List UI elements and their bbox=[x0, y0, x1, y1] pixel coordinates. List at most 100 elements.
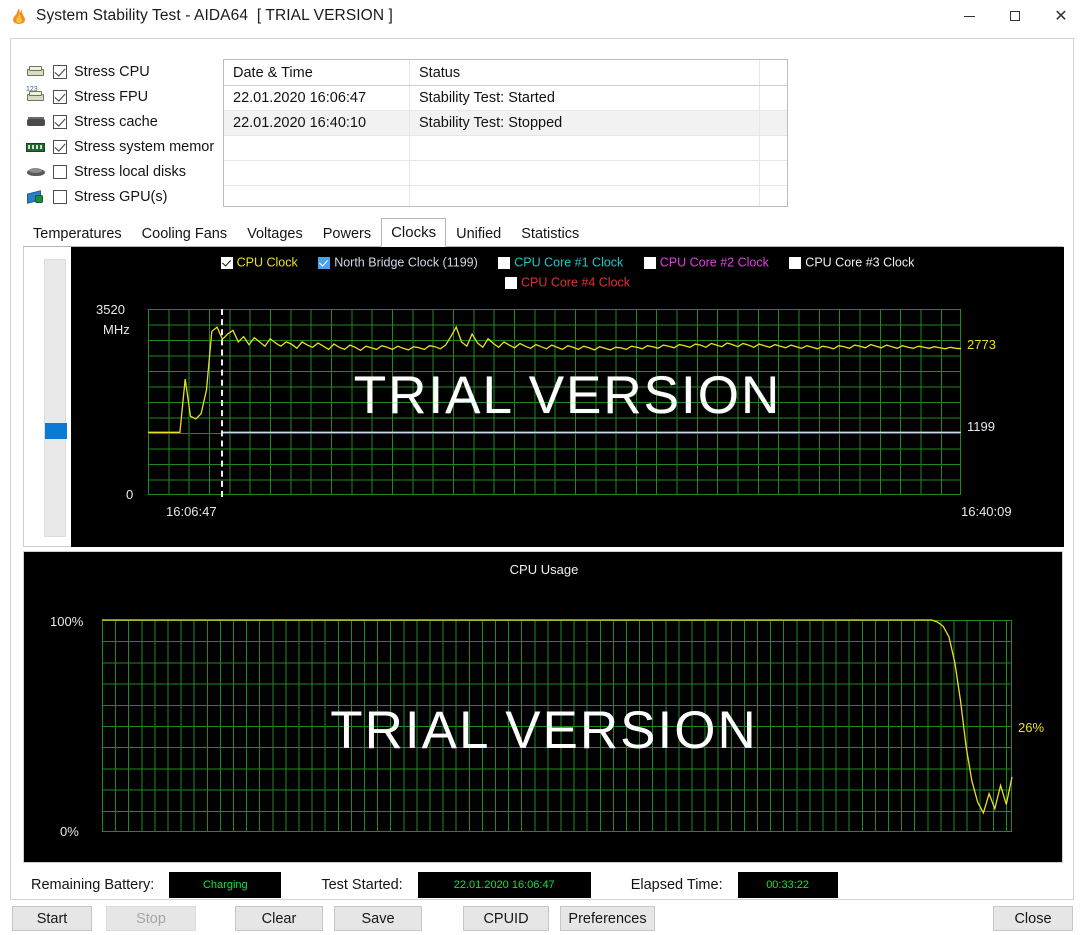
legend-item-north-bridge-clock[interactable]: North Bridge Clock (1199) bbox=[318, 253, 478, 272]
table-row[interactable]: 22.01.2020 16:06:47 Stability Test: Star… bbox=[224, 86, 787, 111]
clocks-ymin-label: 0 bbox=[126, 487, 134, 502]
tab-temperatures[interactable]: Temperatures bbox=[33, 225, 122, 242]
stress-memory-checkbox[interactable] bbox=[53, 139, 67, 154]
tab-clocks[interactable]: Clocks bbox=[381, 218, 447, 247]
table-row-empty[interactable] bbox=[224, 186, 787, 206]
legend-item-cpu-core-3-clock[interactable]: CPU Core #3 Clock bbox=[789, 253, 914, 272]
clocks-graph-panel: CPU Clock North Bridge Clock (1199) CPU … bbox=[23, 247, 1064, 547]
elapsed-time-label: Elapsed Time: bbox=[630, 877, 723, 893]
legend-label-cpu-core-3-clock: CPU Core #3 Clock bbox=[805, 255, 915, 270]
clocks-grid bbox=[148, 309, 961, 495]
tab-powers[interactable]: Powers bbox=[322, 225, 372, 242]
north-bridge-clock-current-value: 1199 bbox=[967, 419, 995, 434]
hard-disk-icon bbox=[25, 163, 47, 181]
cpu-usage-grid bbox=[102, 620, 1012, 832]
table-row-empty[interactable] bbox=[224, 161, 787, 186]
elapsed-time-value: 00:33:22 bbox=[737, 872, 838, 898]
minimize-icon bbox=[963, 15, 975, 17]
tab-voltages[interactable]: Voltages bbox=[247, 225, 303, 242]
maximize-button[interactable] bbox=[992, 0, 1038, 32]
maximize-icon bbox=[1010, 11, 1020, 21]
client-panel: Stress CPU 123 Stress FPU Stress cache S… bbox=[10, 38, 1074, 900]
legend-label-cpu-core-4-clock: CPU Core #4 Clock bbox=[520, 274, 631, 289]
legend-checkbox-cpu-clock[interactable] bbox=[220, 257, 233, 270]
stress-cpu-checkbox[interactable] bbox=[53, 64, 67, 79]
close-icon: ✕ bbox=[1054, 6, 1068, 25]
cache-chip-icon bbox=[25, 113, 47, 131]
legend-item-cpu-core-1-clock[interactable]: CPU Core #1 Clock bbox=[498, 253, 623, 272]
legend-label-cpu-core-1-clock: CPU Core #1 Clock bbox=[514, 255, 624, 270]
cell-spacer bbox=[760, 111, 787, 135]
tab-unified[interactable]: Unified bbox=[456, 225, 502, 242]
clocks-plot: CPU Clock North Bridge Clock (1199) CPU … bbox=[71, 247, 1064, 547]
graph-vertical-scrollbar[interactable] bbox=[44, 259, 67, 537]
legend-checkbox-cpu-core-2-clock[interactable] bbox=[643, 257, 656, 270]
window-controls: ✕ bbox=[946, 0, 1084, 32]
legend-checkbox-cpu-core-3-clock[interactable] bbox=[789, 257, 802, 270]
status-log-table[interactable]: Date & Time Status 22.01.2020 16:06:47 S… bbox=[223, 59, 788, 207]
stress-gpu-checkbox[interactable] bbox=[53, 189, 67, 204]
clocks-start-marker bbox=[221, 309, 223, 497]
clocks-trace-layer bbox=[148, 325, 962, 434]
fpu-chip-icon: 123 bbox=[25, 86, 47, 106]
stress-cache-checkbox[interactable] bbox=[53, 114, 67, 129]
legend-label-north-bridge-clock: North Bridge Clock (1199) bbox=[334, 255, 478, 270]
status-readouts: Remaining Battery: Charging Test Started… bbox=[11, 869, 1075, 901]
window-title-main: System Stability Test - AIDA64 bbox=[36, 7, 249, 24]
cpu-usage-trace bbox=[102, 619, 1013, 815]
table-row-empty[interactable] bbox=[224, 136, 787, 161]
stress-cpu-label: Stress CPU bbox=[74, 63, 150, 80]
cpu-usage-graph-panel: CPU Usage 100% 0% TRIAL VERSION 26% bbox=[23, 551, 1063, 863]
stress-option-cache[interactable]: Stress cache bbox=[25, 109, 225, 134]
title-bar: System Stability Test - AIDA64 [ TRIAL V… bbox=[0, 0, 1084, 32]
stress-fpu-label: Stress FPU bbox=[74, 88, 149, 105]
stress-option-gpu[interactable]: Stress GPU(s) bbox=[25, 184, 225, 209]
column-header-datetime: Date & Time bbox=[224, 60, 410, 85]
minimize-button[interactable] bbox=[946, 0, 992, 32]
cpu-clock-trace bbox=[148, 325, 962, 433]
legend-checkbox-cpu-core-4-clock[interactable] bbox=[504, 276, 517, 289]
stress-disks-label: Stress local disks bbox=[74, 163, 187, 180]
legend-label-cpu-core-2-clock: CPU Core #2 Clock bbox=[659, 255, 769, 270]
stress-option-disks[interactable]: Stress local disks bbox=[25, 159, 225, 184]
legend-checkbox-north-bridge-clock[interactable] bbox=[318, 257, 331, 270]
window-title-trial: [ TRIAL VERSION ] bbox=[256, 7, 393, 24]
tab-cooling-fans[interactable]: Cooling Fans bbox=[141, 225, 228, 242]
stress-memory-label: Stress system memor bbox=[74, 138, 215, 155]
column-header-status: Status bbox=[410, 60, 760, 85]
cell-datetime: 22.01.2020 16:40:10 bbox=[224, 111, 410, 135]
tab-statistics[interactable]: Statistics bbox=[521, 225, 580, 242]
graph-scrollbar-thumb[interactable] bbox=[45, 423, 67, 439]
close-window-button[interactable]: ✕ bbox=[1038, 0, 1084, 32]
clear-button[interactable]: Clear bbox=[235, 906, 323, 931]
legend-item-cpu-core-4-clock[interactable]: CPU Core #4 Clock bbox=[504, 273, 631, 292]
cpu-chip-icon bbox=[25, 63, 47, 81]
stress-options-list: Stress CPU 123 Stress FPU Stress cache S… bbox=[25, 59, 225, 209]
cell-status: Stability Test: Stopped bbox=[410, 111, 760, 135]
usage-ymin-label: 0% bbox=[60, 824, 79, 839]
stress-option-cpu[interactable]: Stress CPU bbox=[25, 59, 225, 84]
preferences-button[interactable]: Preferences bbox=[560, 906, 655, 931]
clocks-ymax-label: 3520 bbox=[96, 302, 125, 317]
legend-item-cpu-clock[interactable]: CPU Clock bbox=[220, 253, 298, 272]
legend-label-cpu-clock: CPU Clock bbox=[236, 255, 298, 270]
stress-fpu-checkbox[interactable] bbox=[53, 89, 67, 104]
graph-tabs: Temperatures Cooling Fans Voltages Power… bbox=[23, 218, 1063, 247]
save-button[interactable]: Save bbox=[334, 906, 422, 931]
battery-label: Remaining Battery: bbox=[31, 877, 155, 893]
cell-status: Stability Test: Started bbox=[410, 86, 760, 110]
close-button[interactable]: Close bbox=[993, 906, 1073, 931]
stress-option-fpu[interactable]: 123 Stress FPU bbox=[25, 84, 225, 109]
stop-button: Stop bbox=[106, 906, 196, 931]
legend-checkbox-cpu-core-1-clock[interactable] bbox=[498, 257, 511, 270]
stress-disks-checkbox[interactable] bbox=[53, 164, 67, 179]
start-button[interactable]: Start bbox=[12, 906, 92, 931]
clocks-yunit-label: MHz bbox=[103, 322, 130, 337]
stress-option-memory[interactable]: Stress system memor bbox=[25, 134, 225, 159]
memory-module-icon bbox=[25, 138, 47, 156]
table-row[interactable]: 22.01.2020 16:40:10 Stability Test: Stop… bbox=[224, 111, 787, 136]
legend-item-cpu-core-2-clock[interactable]: CPU Core #2 Clock bbox=[643, 253, 769, 272]
cpuid-button[interactable]: CPUID bbox=[463, 906, 549, 931]
battery-value: Charging bbox=[169, 872, 282, 898]
